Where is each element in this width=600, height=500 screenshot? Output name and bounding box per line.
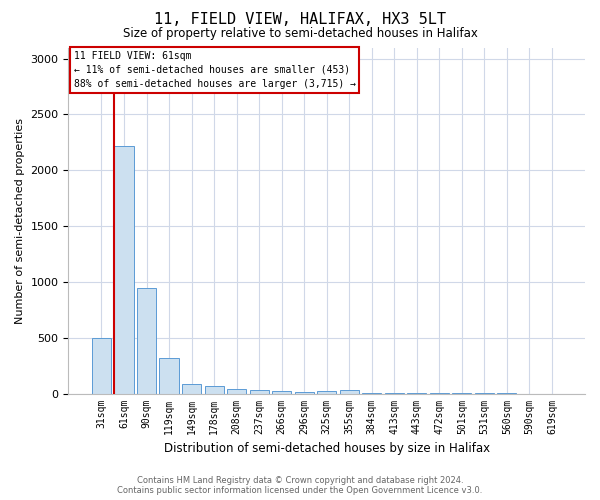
Bar xyxy=(227,388,246,394)
Y-axis label: Number of semi-detached properties: Number of semi-detached properties xyxy=(15,118,25,324)
Bar xyxy=(362,393,382,394)
Bar xyxy=(295,392,314,394)
Bar xyxy=(137,288,156,394)
Bar xyxy=(205,386,224,394)
Bar xyxy=(115,146,134,394)
Text: 11, FIELD VIEW, HALIFAX, HX3 5LT: 11, FIELD VIEW, HALIFAX, HX3 5LT xyxy=(154,12,446,28)
Text: Contains HM Land Registry data © Crown copyright and database right 2024.
Contai: Contains HM Land Registry data © Crown c… xyxy=(118,476,482,495)
Bar xyxy=(182,384,201,394)
Bar xyxy=(92,338,111,394)
Bar xyxy=(272,392,291,394)
Text: 11 FIELD VIEW: 61sqm
← 11% of semi-detached houses are smaller (453)
88% of semi: 11 FIELD VIEW: 61sqm ← 11% of semi-detac… xyxy=(74,51,356,89)
X-axis label: Distribution of semi-detached houses by size in Halifax: Distribution of semi-detached houses by … xyxy=(164,442,490,455)
Bar xyxy=(317,392,336,394)
Bar xyxy=(340,390,359,394)
Bar xyxy=(160,358,179,394)
Bar xyxy=(250,390,269,394)
Text: Size of property relative to semi-detached houses in Halifax: Size of property relative to semi-detach… xyxy=(122,28,478,40)
